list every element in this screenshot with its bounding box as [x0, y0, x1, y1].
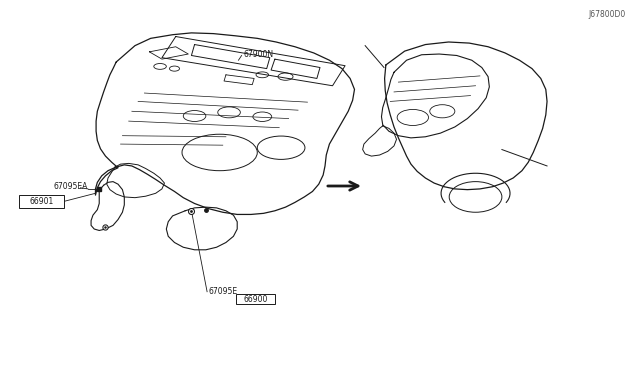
Text: 66901: 66901: [29, 197, 54, 206]
Text: 67095EA: 67095EA: [54, 182, 88, 191]
Text: 66900: 66900: [243, 295, 268, 304]
Text: 67095E: 67095E: [209, 287, 237, 296]
FancyBboxPatch shape: [19, 195, 64, 208]
FancyBboxPatch shape: [236, 294, 275, 304]
Text: J67800D0: J67800D0: [589, 10, 626, 19]
Text: 67900N: 67900N: [243, 49, 274, 58]
